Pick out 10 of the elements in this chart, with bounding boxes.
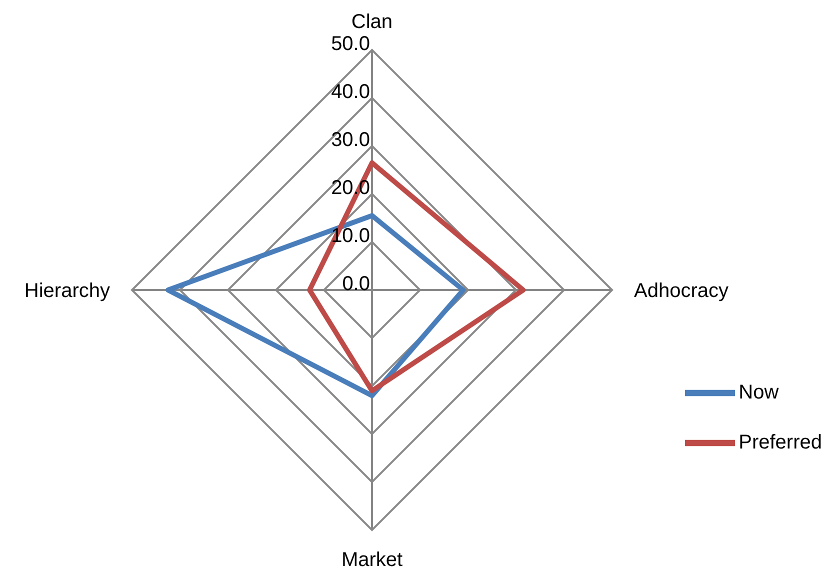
- legend-label: Now: [738, 381, 779, 404]
- y-tick-label: 50.0: [331, 33, 370, 55]
- y-tick-label: 40.0: [331, 81, 370, 103]
- spoke-label: Clan: [351, 11, 393, 33]
- y-tick-label: 0.0: [342, 273, 370, 295]
- y-tick-label: 30.0: [331, 129, 370, 151]
- legend-label: Preferred: [738, 431, 822, 454]
- spoke-label: Market: [341, 549, 404, 572]
- spoke-label: Hierarchy: [24, 280, 110, 302]
- spoke-label: Adhocracy: [634, 280, 728, 302]
